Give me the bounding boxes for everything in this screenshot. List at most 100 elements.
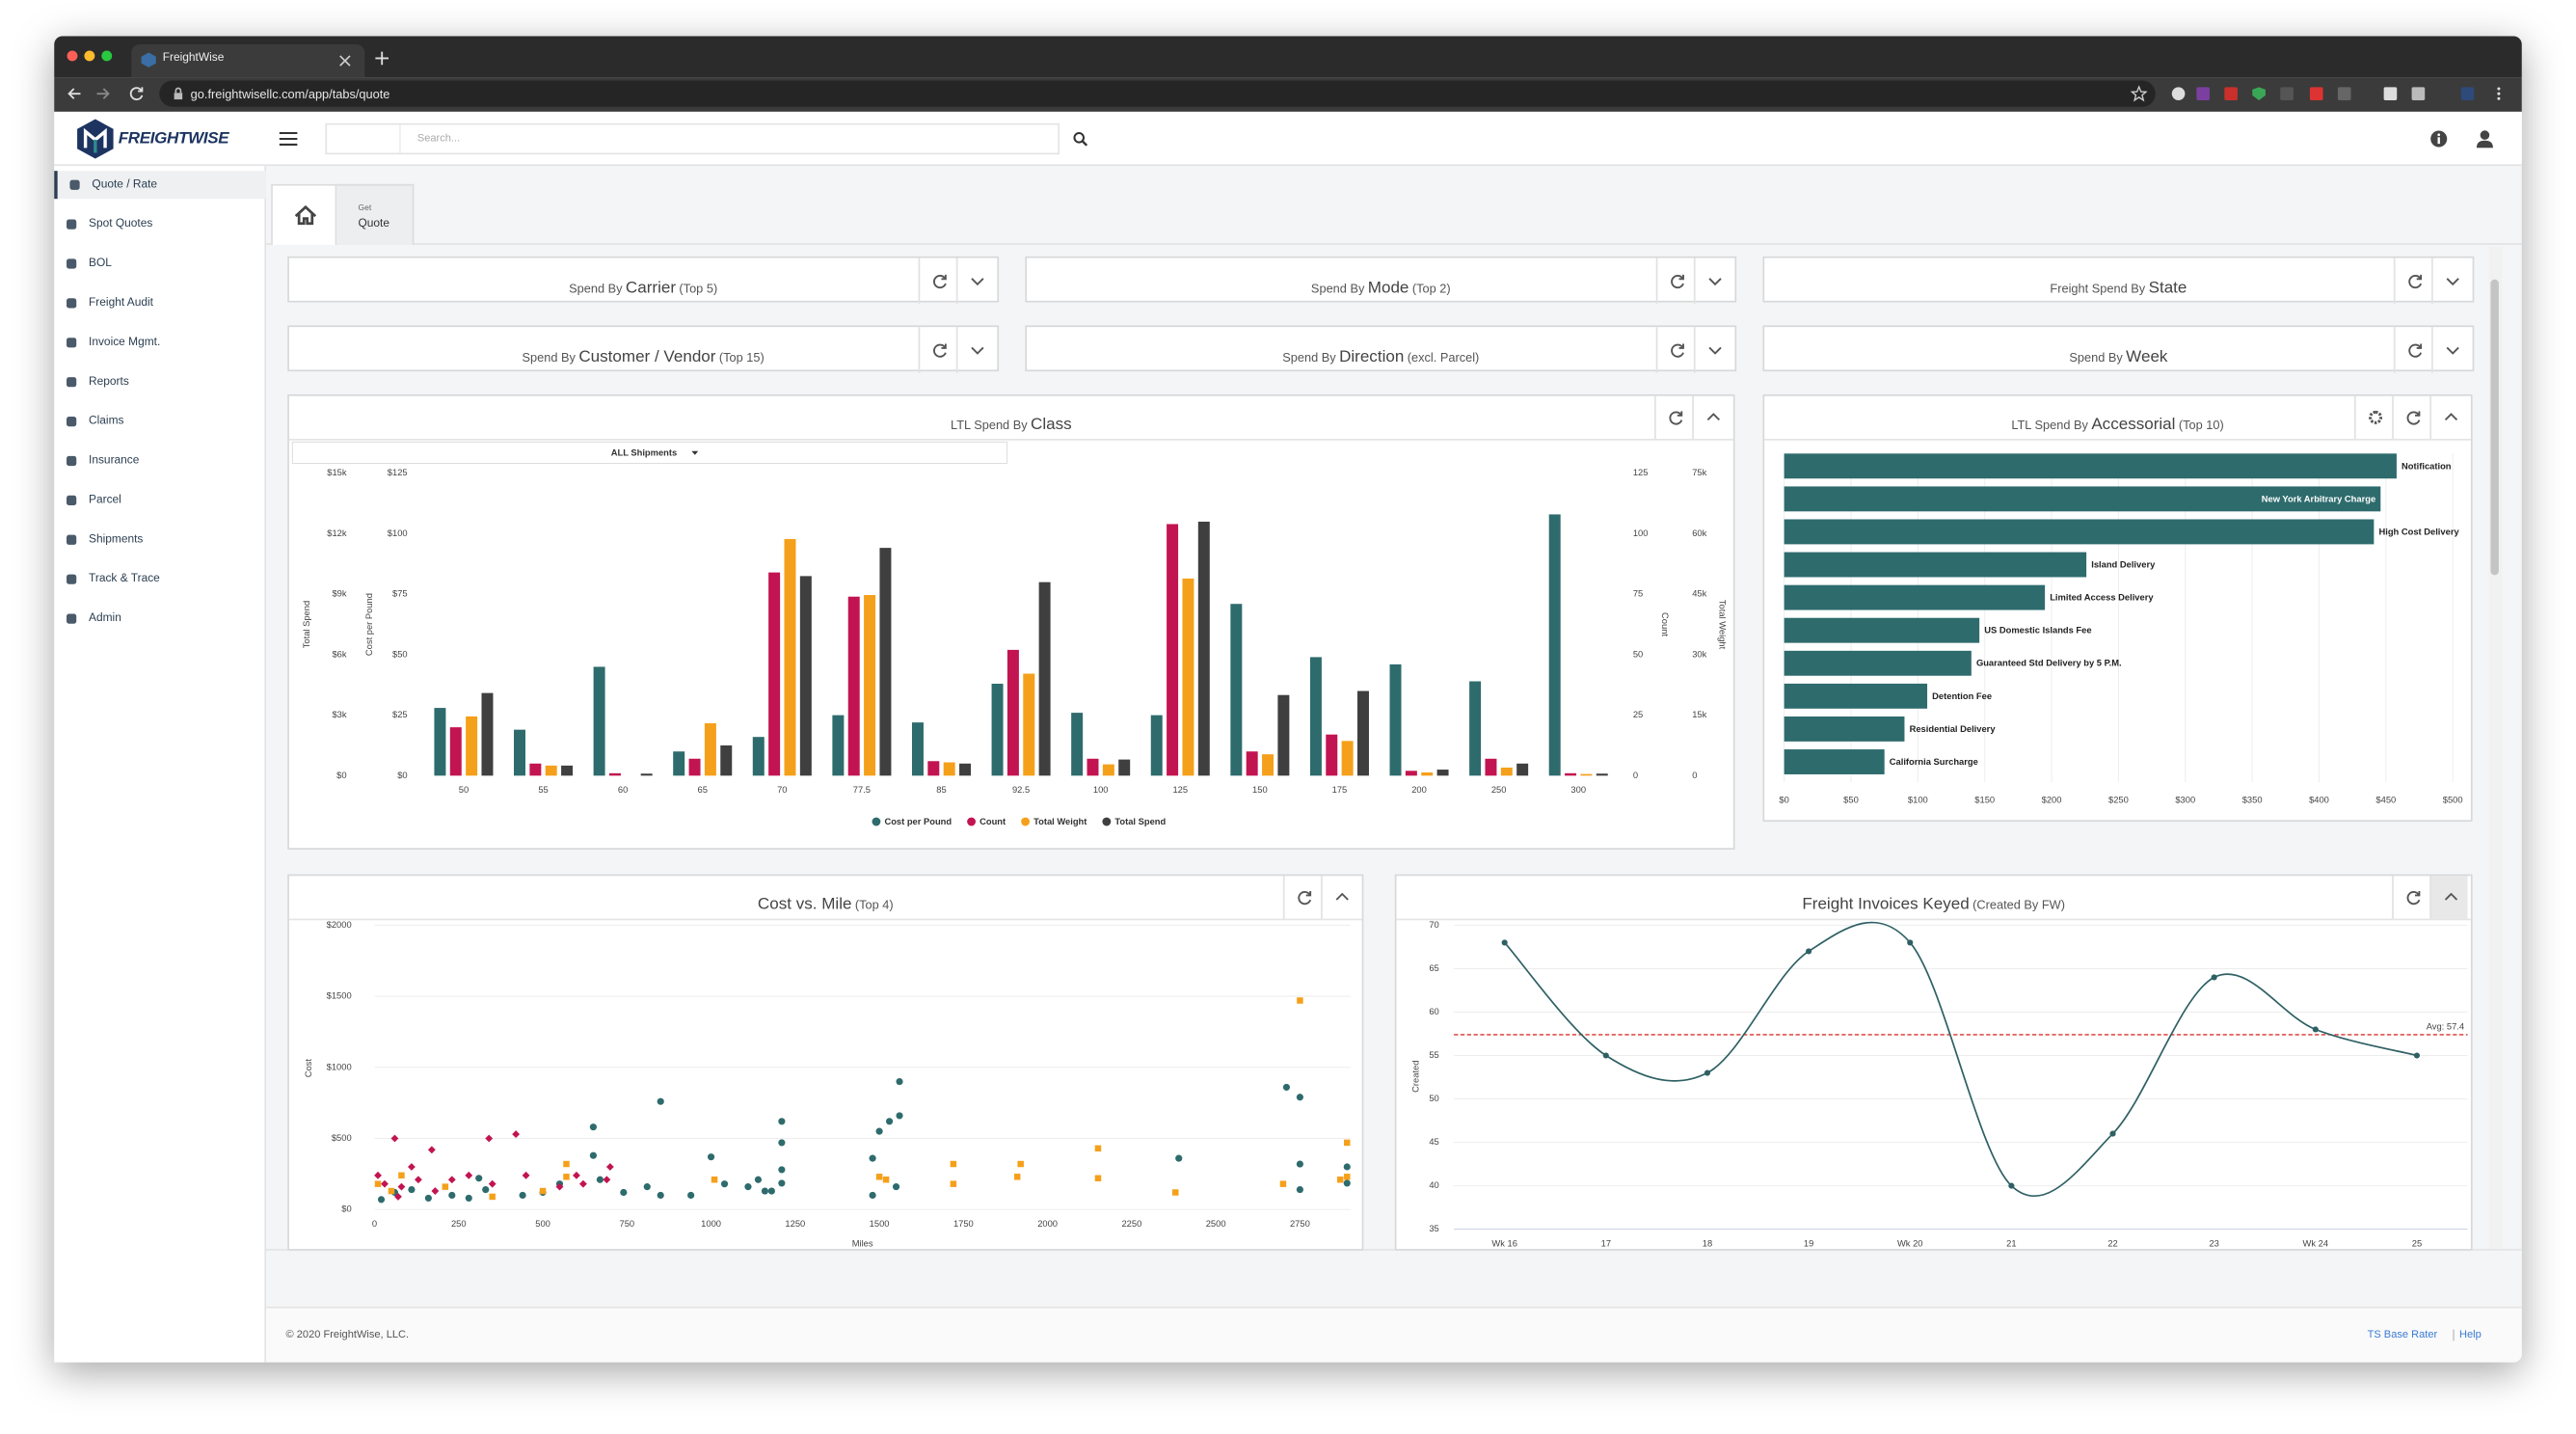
extension-icon[interactable] xyxy=(2171,87,2186,100)
extension-icon[interactable] xyxy=(2383,87,2398,100)
footer: © 2020 FreightWise, LLC. TS Base Rater H… xyxy=(266,1306,2522,1363)
panel-refresh-button[interactable] xyxy=(2392,876,2429,919)
nav-item[interactable]: Invoice Mgmt. xyxy=(54,329,266,357)
refresh-icon xyxy=(1668,411,1682,425)
nav-item[interactable]: Track & Trace xyxy=(54,565,266,593)
url: go.freightwisellc.com/app/tabs/quote xyxy=(190,86,390,101)
tab-title: FreightWise xyxy=(162,52,225,65)
tab-close[interactable] xyxy=(338,54,352,68)
nav-icon xyxy=(67,338,77,348)
reload-button[interactable] xyxy=(129,87,144,101)
title-pre: (Top 15) xyxy=(718,349,765,365)
search-button[interactable] xyxy=(1073,131,1088,147)
nav-item[interactable]: Reports xyxy=(54,368,266,396)
minimize-button[interactable] xyxy=(84,50,95,62)
panel: Spend By Customer / Vendor (Top 15) xyxy=(287,325,1000,373)
down-icon xyxy=(970,278,983,286)
panel-refresh-button[interactable] xyxy=(2393,257,2431,305)
extension-icon[interactable] xyxy=(2411,87,2426,100)
panel-refresh-button[interactable] xyxy=(918,327,956,373)
extension-icon[interactable] xyxy=(2224,87,2238,100)
title-main: State xyxy=(2148,279,2187,298)
panel-down-button[interactable] xyxy=(2431,327,2469,373)
extension-icon[interactable] xyxy=(2280,87,2294,100)
nav-label: Insurance xyxy=(89,454,140,467)
forward-button[interactable] xyxy=(96,88,110,99)
footer-link[interactable]: Help xyxy=(2453,1329,2482,1341)
zoom-button[interactable] xyxy=(101,50,113,62)
scrollbar-thumb[interactable] xyxy=(2490,279,2499,576)
new-tab[interactable] xyxy=(375,51,389,66)
close-button[interactable] xyxy=(67,50,78,62)
home-icon xyxy=(294,205,317,226)
panel-up-button[interactable] xyxy=(2429,395,2467,439)
info-button[interactable] xyxy=(2429,130,2448,149)
favicon xyxy=(141,52,156,68)
nav-item[interactable]: Claims xyxy=(54,408,266,436)
omnibox[interactable]: go.freightwisellc.com/app/tabs/quote xyxy=(159,80,2156,107)
nav-item[interactable]: Shipments xyxy=(54,526,266,554)
copyright: © 2020 FreightWise, LLC. xyxy=(285,1329,410,1341)
panel-refresh-button[interactable] xyxy=(1654,395,1692,439)
panel: Spend By Direction (excl. Parcel) xyxy=(1025,325,1737,373)
nav-item[interactable]: Admin xyxy=(54,605,266,633)
panel-refresh-button[interactable] xyxy=(1655,257,1694,305)
panel-header-line xyxy=(1764,438,2471,441)
nav-item[interactable]: Freight Audit xyxy=(54,289,266,317)
nav-icon xyxy=(67,219,77,230)
panel: Cost vs. Mile (Top 4) xyxy=(287,874,1364,1251)
bookmark-star[interactable] xyxy=(2131,85,2148,102)
panel-up-button[interactable] xyxy=(1321,876,1358,919)
panel-down-button[interactable] xyxy=(1693,257,1731,305)
profile-icon[interactable] xyxy=(2460,87,2475,100)
title-pre: (Top 2) xyxy=(1411,281,1451,296)
search-scope[interactable] xyxy=(327,124,401,153)
panel-title: Spend By Customer / Vendor (Top 15) xyxy=(289,340,997,370)
panel-title: Spend By Week xyxy=(1764,340,2472,370)
extension-icon[interactable] xyxy=(2252,87,2266,100)
panel-up-button[interactable] xyxy=(1692,395,1730,439)
active-tab[interactable]: FreightWise xyxy=(131,44,365,78)
panel-refresh-button[interactable] xyxy=(2393,327,2431,373)
nav-icon xyxy=(69,179,80,190)
nav-item[interactable]: BOL xyxy=(54,250,266,278)
panel-down-button[interactable] xyxy=(955,327,994,373)
title-pre: (Created By FW) xyxy=(1972,897,2066,912)
menu-toggle[interactable] xyxy=(279,131,298,146)
extension-icon[interactable] xyxy=(2309,87,2323,100)
panel-refresh-button[interactable] xyxy=(1282,876,1321,919)
up-icon xyxy=(1705,413,1720,421)
home-tab[interactable] xyxy=(271,183,337,245)
nav-item[interactable]: Parcel xyxy=(54,486,266,514)
panel: Freight Spend By State xyxy=(1762,256,2475,305)
search-box[interactable]: Search... xyxy=(325,122,1060,155)
title-main: Accessorial xyxy=(2091,416,2176,434)
back-button[interactable] xyxy=(67,88,81,99)
panel-down-button[interactable] xyxy=(1693,327,1731,373)
refresh-icon xyxy=(1670,343,1684,358)
panel-down-button[interactable] xyxy=(2431,257,2469,305)
title-main: Mode xyxy=(1367,279,1409,298)
footer-link[interactable]: TS Base Rater xyxy=(2367,1329,2438,1341)
panel-refresh-button[interactable] xyxy=(918,257,956,305)
title-pre: Spend By xyxy=(569,281,623,296)
extension-icon[interactable] xyxy=(2196,87,2210,100)
user-button[interactable] xyxy=(2476,130,2494,149)
panel-header-line xyxy=(288,438,1733,441)
panel-down-button[interactable] xyxy=(955,257,994,305)
panel-header-line xyxy=(288,918,1362,921)
quote-tab[interactable]: Get Quote xyxy=(336,183,415,245)
panel-up-button[interactable] xyxy=(2429,876,2468,919)
panel-gear-button[interactable] xyxy=(2353,395,2392,439)
panel-refresh-button[interactable] xyxy=(2392,395,2429,439)
nav-item[interactable]: Spot Quotes xyxy=(54,210,266,238)
nav-item[interactable]: Quote / Rate xyxy=(54,171,267,200)
nav-item[interactable]: Insurance xyxy=(54,447,266,475)
panel-refresh-button[interactable] xyxy=(1655,327,1694,373)
up-icon xyxy=(1334,892,1349,901)
title-pre: Freight Spend By xyxy=(2050,281,2146,296)
extension-icon[interactable] xyxy=(2337,87,2351,100)
nav-label: Spot Quotes xyxy=(89,217,153,230)
panel-header-line xyxy=(1396,918,2471,921)
